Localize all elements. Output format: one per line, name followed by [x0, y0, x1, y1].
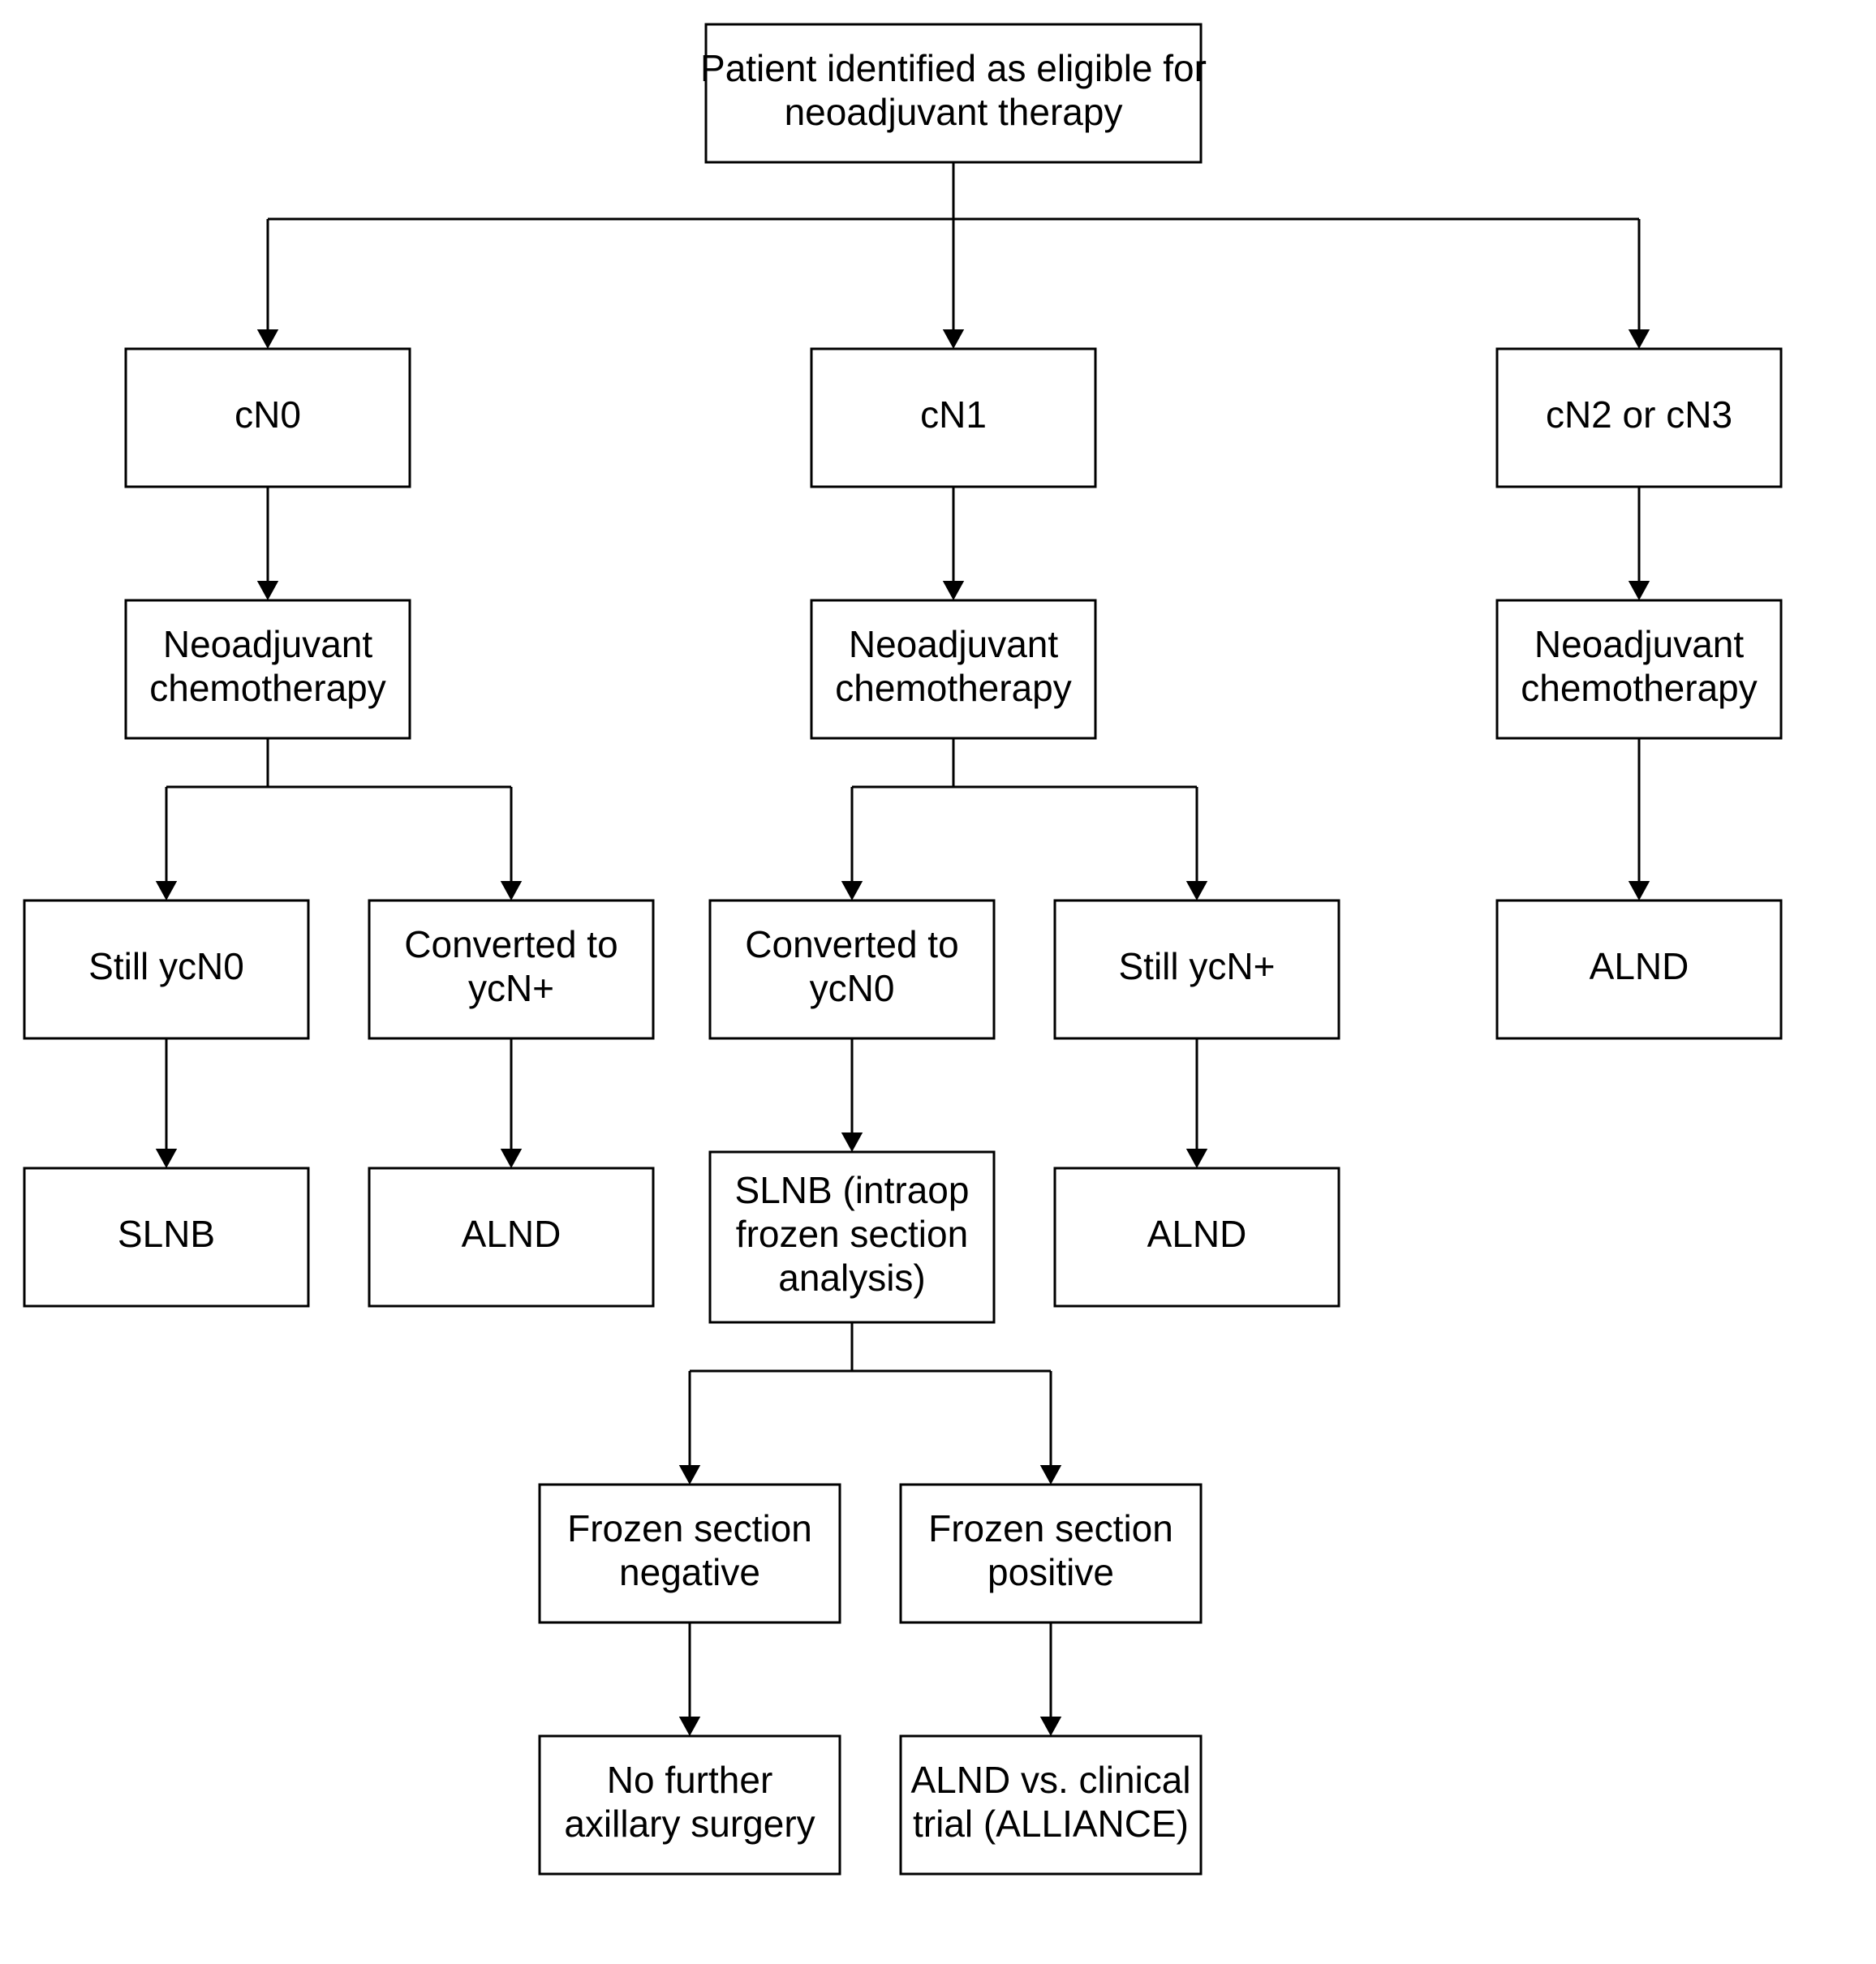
node-alnd_trial: ALND vs. clinicaltrial (ALLIANCE): [901, 1736, 1201, 1874]
label: chemotherapy: [1521, 667, 1758, 709]
label: ALND: [1590, 945, 1689, 987]
label: ALND: [462, 1213, 562, 1255]
label: trial (ALLIANCE): [913, 1803, 1189, 1845]
node-conv_ycn0: Converted toycN0: [710, 900, 994, 1038]
label: Neoadjuvant: [163, 623, 373, 665]
label: Converted to: [745, 923, 958, 965]
label: ycN+: [468, 967, 554, 1009]
label: axillary surgery: [564, 1803, 815, 1845]
node-alnd_r: ALND: [1497, 900, 1781, 1038]
node-cn23: cN2 or cN3: [1497, 349, 1781, 487]
label: cN1: [920, 393, 987, 436]
node-fs_neg: Frozen sectionnegative: [540, 1485, 840, 1622]
node-still_ycnplus: Still ycN+: [1055, 900, 1339, 1038]
label: SLNB (intraop: [735, 1169, 970, 1211]
node-nac_l: Neoadjuvantchemotherapy: [126, 600, 410, 738]
label: analysis): [778, 1257, 926, 1299]
label: ycN0: [810, 967, 895, 1009]
label: cN2 or cN3: [1546, 393, 1732, 436]
node-still_ycn0: Still ycN0: [24, 900, 308, 1038]
label: No further: [607, 1759, 773, 1801]
label: ALND: [1147, 1213, 1247, 1255]
label: Frozen section: [928, 1507, 1173, 1549]
node-no_surg: No furtheraxillary surgery: [540, 1736, 840, 1874]
label: Still ycN+: [1119, 945, 1276, 987]
label: SLNB: [118, 1213, 215, 1255]
label: Converted to: [404, 923, 617, 965]
label: Frozen section: [567, 1507, 812, 1549]
label: neoadjuvant therapy: [785, 91, 1123, 133]
node-cn0: cN0: [126, 349, 410, 487]
node-alnd_ll: ALND: [369, 1168, 653, 1306]
label: chemotherapy: [835, 667, 1072, 709]
node-root: Patient identified as eligible forneoadj…: [700, 24, 1207, 162]
node-slnb_mid: SLNB (intraopfrozen sectionanalysis): [710, 1152, 994, 1322]
node-conv_ycnplus: Converted toycN+: [369, 900, 653, 1038]
node-fs_pos: Frozen sectionpositive: [901, 1485, 1201, 1622]
label: Neoadjuvant: [849, 623, 1059, 665]
label: ALND vs. clinical: [910, 1759, 1190, 1801]
label: Neoadjuvant: [1534, 623, 1745, 665]
label: cN0: [234, 393, 301, 436]
flowchart: Patient identified as eligible forneoadj…: [0, 0, 1876, 1964]
node-alnd_mr: ALND: [1055, 1168, 1339, 1306]
label: Patient identified as eligible for: [700, 47, 1207, 89]
label: Still ycN0: [88, 945, 244, 987]
node-cn1: cN1: [811, 349, 1095, 487]
label: positive: [987, 1551, 1114, 1593]
node-slnb_l: SLNB: [24, 1168, 308, 1306]
label: frozen section: [736, 1213, 968, 1255]
node-nac_m: Neoadjuvantchemotherapy: [811, 600, 1095, 738]
node-nac_r: Neoadjuvantchemotherapy: [1497, 600, 1781, 738]
label: chemotherapy: [149, 667, 386, 709]
label: negative: [619, 1551, 760, 1593]
